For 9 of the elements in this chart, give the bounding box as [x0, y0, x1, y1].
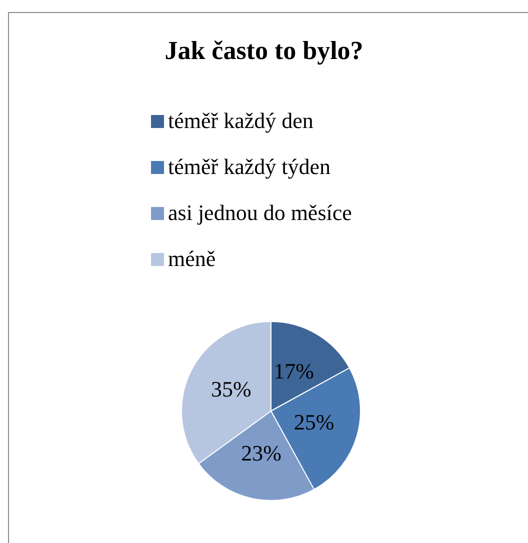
legend-label: asi jednou do měsíce [168, 200, 352, 226]
legend-label: téměř každý týden [168, 154, 330, 180]
chart-title: Jak často to bylo? [164, 36, 364, 66]
data-label: 35% [210, 376, 252, 402]
data-label: 23% [241, 440, 282, 466]
data-label: 25% [294, 409, 334, 434]
legend-label: méně [168, 246, 216, 272]
data-label: 17% [274, 358, 314, 384]
legend-label: téměř každý den [168, 108, 314, 134]
